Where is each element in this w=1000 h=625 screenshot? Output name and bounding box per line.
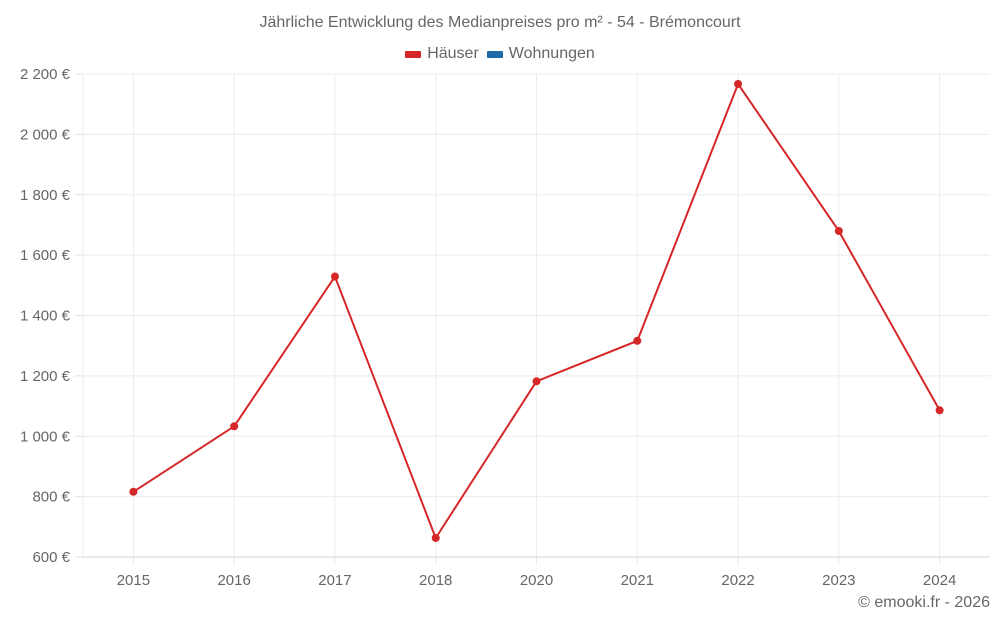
chart-title: Jährliche Entwicklung des Medianpreises …: [259, 14, 741, 31]
y-tick-label: 1 800 €: [20, 187, 71, 204]
grid-lines: [82, 73, 990, 565]
y-tick-label: 1 000 €: [20, 428, 71, 445]
data-point[interactable]: [532, 377, 541, 386]
y-tick-label: 1 200 €: [20, 368, 71, 385]
series-haeuser: [129, 79, 944, 542]
data-point[interactable]: [330, 272, 339, 281]
y-tick-label: 1 400 €: [20, 308, 71, 325]
y-tick-label: 1 600 €: [20, 247, 71, 264]
legend-item-wohnungen[interactable]: Wohnungen: [486, 45, 595, 63]
y-axis: 600 € 800 € 1 000 € 1 200 € 1 400 € 1 600 € 1 …: [20, 66, 83, 566]
legend-label-wohnungen: Wohnungen: [508, 45, 595, 62]
y-tick-label: 2 200 €: [20, 66, 71, 83]
x-tick-label: 2021: [621, 572, 654, 589]
legend-swatch-wohnungen: [486, 50, 503, 58]
x-axis: 2015 2016 2017 2018 2020 2021 2022 2023 2024: [83, 556, 990, 589]
data-point[interactable]: [129, 487, 138, 496]
x-tick-label: 2024: [923, 572, 956, 589]
data-point[interactable]: [633, 336, 642, 345]
x-tick-label: 2023: [822, 572, 855, 589]
data-point[interactable]: [834, 226, 843, 235]
y-tick-label: 600 €: [32, 549, 70, 566]
chart-legend: Häuser Wohnungen: [0, 45, 1000, 63]
data-point[interactable]: [734, 79, 743, 88]
x-tick-label: 2020: [520, 572, 553, 589]
data-point[interactable]: [935, 406, 944, 415]
legend-item-haeuser[interactable]: Häuser: [405, 45, 479, 63]
credit-text: © emooki.fr - 2026: [858, 594, 990, 611]
x-tick-label: 2018: [419, 572, 452, 589]
y-tick-label: 2 000 €: [20, 126, 71, 143]
legend-label-haeuser: Häuser: [427, 45, 479, 62]
data-point[interactable]: [230, 422, 239, 431]
x-tick-label: 2015: [117, 572, 150, 589]
legend-swatch-haeuser: [405, 50, 422, 58]
y-tick-label: 800 €: [32, 489, 70, 506]
data-point[interactable]: [431, 533, 440, 542]
x-tick-label: 2016: [217, 572, 250, 589]
x-tick-label: 2017: [318, 572, 351, 589]
x-tick-label: 2022: [721, 572, 754, 589]
